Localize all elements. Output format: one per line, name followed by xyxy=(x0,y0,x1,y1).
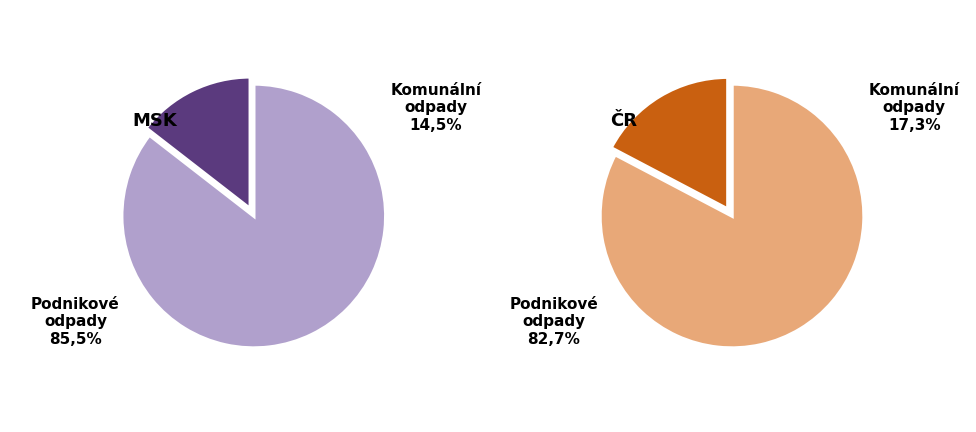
Wedge shape xyxy=(600,84,864,348)
Text: Podnikové
odpady
85,5%: Podnikové odpady 85,5% xyxy=(31,297,120,346)
Text: Podnikové
odpady
82,7%: Podnikové odpady 82,7% xyxy=(509,297,598,346)
Wedge shape xyxy=(611,77,728,209)
Text: Komunální
odpady
17,3%: Komunální odpady 17,3% xyxy=(869,83,959,133)
Text: Komunální
odpady
14,5%: Komunální odpady 14,5% xyxy=(390,83,481,133)
Wedge shape xyxy=(146,77,250,209)
Text: ČR: ČR xyxy=(611,112,637,130)
Text: MSK: MSK xyxy=(133,112,177,130)
Wedge shape xyxy=(122,84,386,348)
